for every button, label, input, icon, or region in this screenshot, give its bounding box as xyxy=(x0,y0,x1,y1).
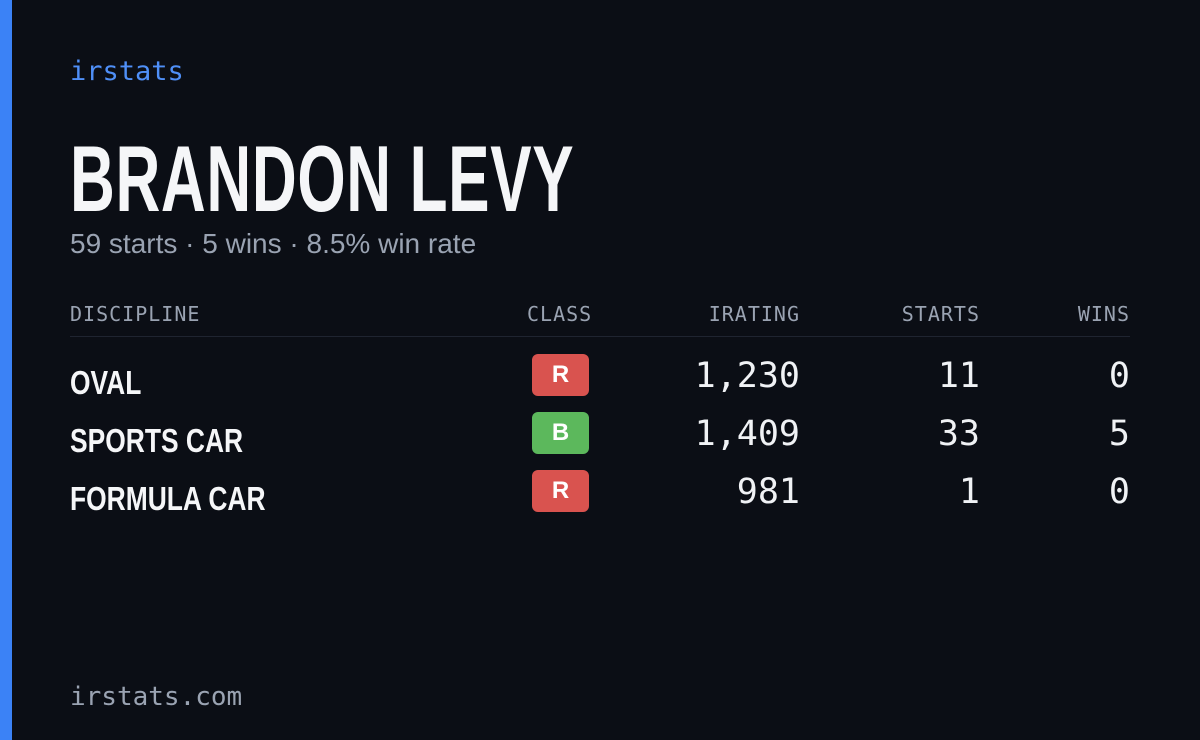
player-summary: 59 starts · 5 wins · 8.5% win rate xyxy=(70,228,477,259)
brand: irstats xyxy=(70,56,184,87)
column-header: IRATING xyxy=(708,302,800,326)
column-header: CLASS xyxy=(527,302,593,326)
starts: 1 xyxy=(958,472,980,512)
irating: 981 xyxy=(736,472,800,512)
wins: 5 xyxy=(1108,414,1130,454)
wins: 0 xyxy=(1108,472,1130,512)
column-header: STARTS xyxy=(901,302,980,326)
player-name: BRANDON LEVY xyxy=(70,126,575,231)
class-badge: R xyxy=(532,354,589,396)
header-rule xyxy=(70,336,1130,337)
starts: 33 xyxy=(937,414,980,454)
class-badge: R xyxy=(532,470,589,512)
column-header: DISCIPLINE xyxy=(70,302,201,326)
accent-stripe xyxy=(0,0,12,740)
discipline: OVAL xyxy=(70,364,142,401)
class-badge: B xyxy=(532,412,589,454)
wins: 0 xyxy=(1108,356,1130,396)
column-header: WINS xyxy=(1077,302,1130,326)
irating: 1,230 xyxy=(694,356,800,396)
starts: 11 xyxy=(937,356,980,396)
discipline: SPORTS CAR xyxy=(70,422,244,459)
irating: 1,409 xyxy=(694,414,800,454)
footer: irstats.com xyxy=(70,682,243,712)
discipline: FORMULA CAR xyxy=(70,480,266,517)
